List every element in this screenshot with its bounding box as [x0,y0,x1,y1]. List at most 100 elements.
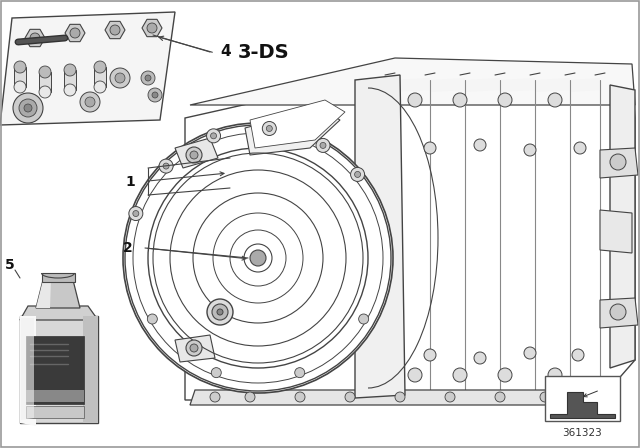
Polygon shape [21,318,34,420]
Polygon shape [245,108,340,155]
Circle shape [212,304,228,320]
Bar [26,406,84,418]
Circle shape [548,93,562,107]
Circle shape [85,97,95,107]
Circle shape [210,392,220,402]
Polygon shape [64,70,76,90]
Polygon shape [355,75,405,398]
Circle shape [572,349,584,361]
Circle shape [575,392,585,402]
Text: 361323: 361323 [562,428,602,438]
Circle shape [186,340,202,356]
Circle shape [351,168,365,181]
Polygon shape [20,316,98,423]
Polygon shape [430,78,465,92]
Circle shape [13,93,43,123]
Circle shape [211,368,221,378]
Circle shape [147,314,157,324]
Text: 5: 5 [5,258,15,272]
Circle shape [355,172,360,177]
Polygon shape [20,306,98,320]
Circle shape [345,392,355,402]
Polygon shape [190,58,635,105]
Circle shape [115,73,125,83]
Polygon shape [390,78,430,92]
Polygon shape [25,29,45,47]
Polygon shape [0,12,175,125]
Circle shape [211,133,216,139]
Text: 3-DS: 3-DS [238,43,290,61]
Polygon shape [42,273,75,282]
Circle shape [548,368,562,382]
Circle shape [295,392,305,402]
Circle shape [217,309,223,315]
Bar [545,376,620,421]
Circle shape [94,81,106,93]
Circle shape [498,93,512,107]
Circle shape [80,92,100,112]
Text: 2: 2 [124,241,133,255]
Polygon shape [36,280,80,308]
Circle shape [245,392,255,402]
Polygon shape [600,148,638,178]
Circle shape [524,347,536,359]
Circle shape [495,392,505,402]
Circle shape [70,28,80,38]
Circle shape [94,61,106,73]
Circle shape [408,93,422,107]
Circle shape [316,138,330,152]
Polygon shape [250,100,345,148]
Circle shape [110,25,120,35]
Circle shape [110,68,130,88]
Circle shape [250,250,266,266]
Circle shape [24,104,32,112]
Circle shape [358,314,369,324]
Circle shape [474,139,486,151]
Circle shape [395,392,405,402]
Circle shape [262,121,276,135]
Circle shape [266,125,273,132]
Circle shape [574,142,586,154]
Circle shape [145,75,151,81]
Circle shape [123,123,393,393]
Polygon shape [190,390,605,405]
Polygon shape [500,78,535,92]
Circle shape [152,92,158,98]
Polygon shape [610,85,635,368]
Circle shape [147,23,157,33]
Text: 1: 1 [125,175,135,189]
Circle shape [453,368,467,382]
Circle shape [295,368,305,378]
Polygon shape [65,24,85,42]
Circle shape [39,66,51,78]
Circle shape [540,392,550,402]
Circle shape [129,207,143,220]
Polygon shape [36,280,51,308]
Circle shape [524,144,536,156]
Polygon shape [465,78,500,92]
Circle shape [320,142,326,148]
Circle shape [133,211,139,216]
Polygon shape [185,72,635,400]
Circle shape [141,71,155,85]
Circle shape [30,33,40,43]
Circle shape [474,352,486,364]
Circle shape [163,163,169,169]
Circle shape [14,61,26,73]
Circle shape [39,86,51,98]
Polygon shape [175,335,215,362]
Polygon shape [14,67,26,87]
Circle shape [610,154,626,170]
Polygon shape [20,316,36,426]
Circle shape [190,151,198,159]
Circle shape [186,147,202,163]
Polygon shape [142,19,162,37]
Polygon shape [94,67,106,87]
Circle shape [207,129,221,143]
Polygon shape [600,210,632,253]
Polygon shape [105,22,125,39]
Polygon shape [550,392,615,418]
Circle shape [445,392,455,402]
Polygon shape [175,138,218,168]
Polygon shape [535,78,570,92]
